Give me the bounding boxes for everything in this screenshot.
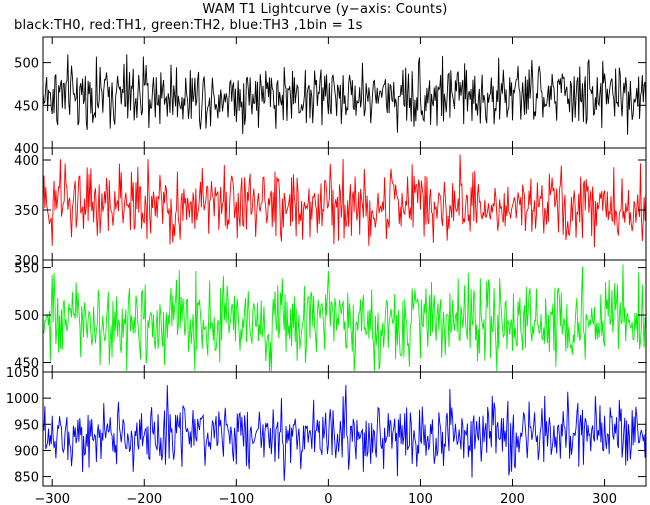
x-tick-label: 200 [500, 492, 525, 505]
series-line-TH3 [42, 384, 647, 481]
x-tick-label: 300 [592, 492, 617, 505]
y-tick-label-TH3: 1000 [6, 392, 39, 407]
series-line-TH2 [42, 264, 647, 372]
y-tick-label-TH2: 550 [14, 262, 39, 277]
y-tick-label-TH3: 1050 [6, 366, 39, 381]
y-tick-label-TH1: 400 [14, 154, 39, 169]
y-tick-label-TH0: 400 [14, 142, 39, 157]
y-tick-label-TH3: 950 [14, 418, 39, 433]
x-tick-label: −300 [34, 492, 70, 505]
series-line-TH0 [42, 54, 647, 135]
y-tick-label-TH1: 350 [14, 204, 39, 219]
x-tick-label: −200 [126, 492, 162, 505]
y-tick-label-TH2: 500 [14, 309, 39, 324]
y-tick-label-TH0: 500 [14, 57, 39, 72]
y-tick-label-TH3: 900 [14, 444, 39, 459]
y-tick-label-TH3: 850 [14, 471, 39, 486]
x-tick-label: 100 [408, 492, 433, 505]
x-tick-label: 0 [324, 492, 332, 505]
chart-subtitle: black:TH0, red:TH1, green:TH2, blue:TH3 … [14, 18, 363, 33]
series-line-TH1 [42, 154, 647, 248]
y-tick-label-TH0: 450 [14, 99, 39, 114]
panel-frame-TH3 [42, 371, 647, 487]
y-tick-label-TH2: 450 [14, 357, 39, 372]
y-tick-label-TH1: 300 [14, 254, 39, 269]
x-tick-label: −100 [218, 492, 254, 505]
chart-title: WAM T1 Lightcurve (y−axis: Counts) [202, 2, 448, 17]
